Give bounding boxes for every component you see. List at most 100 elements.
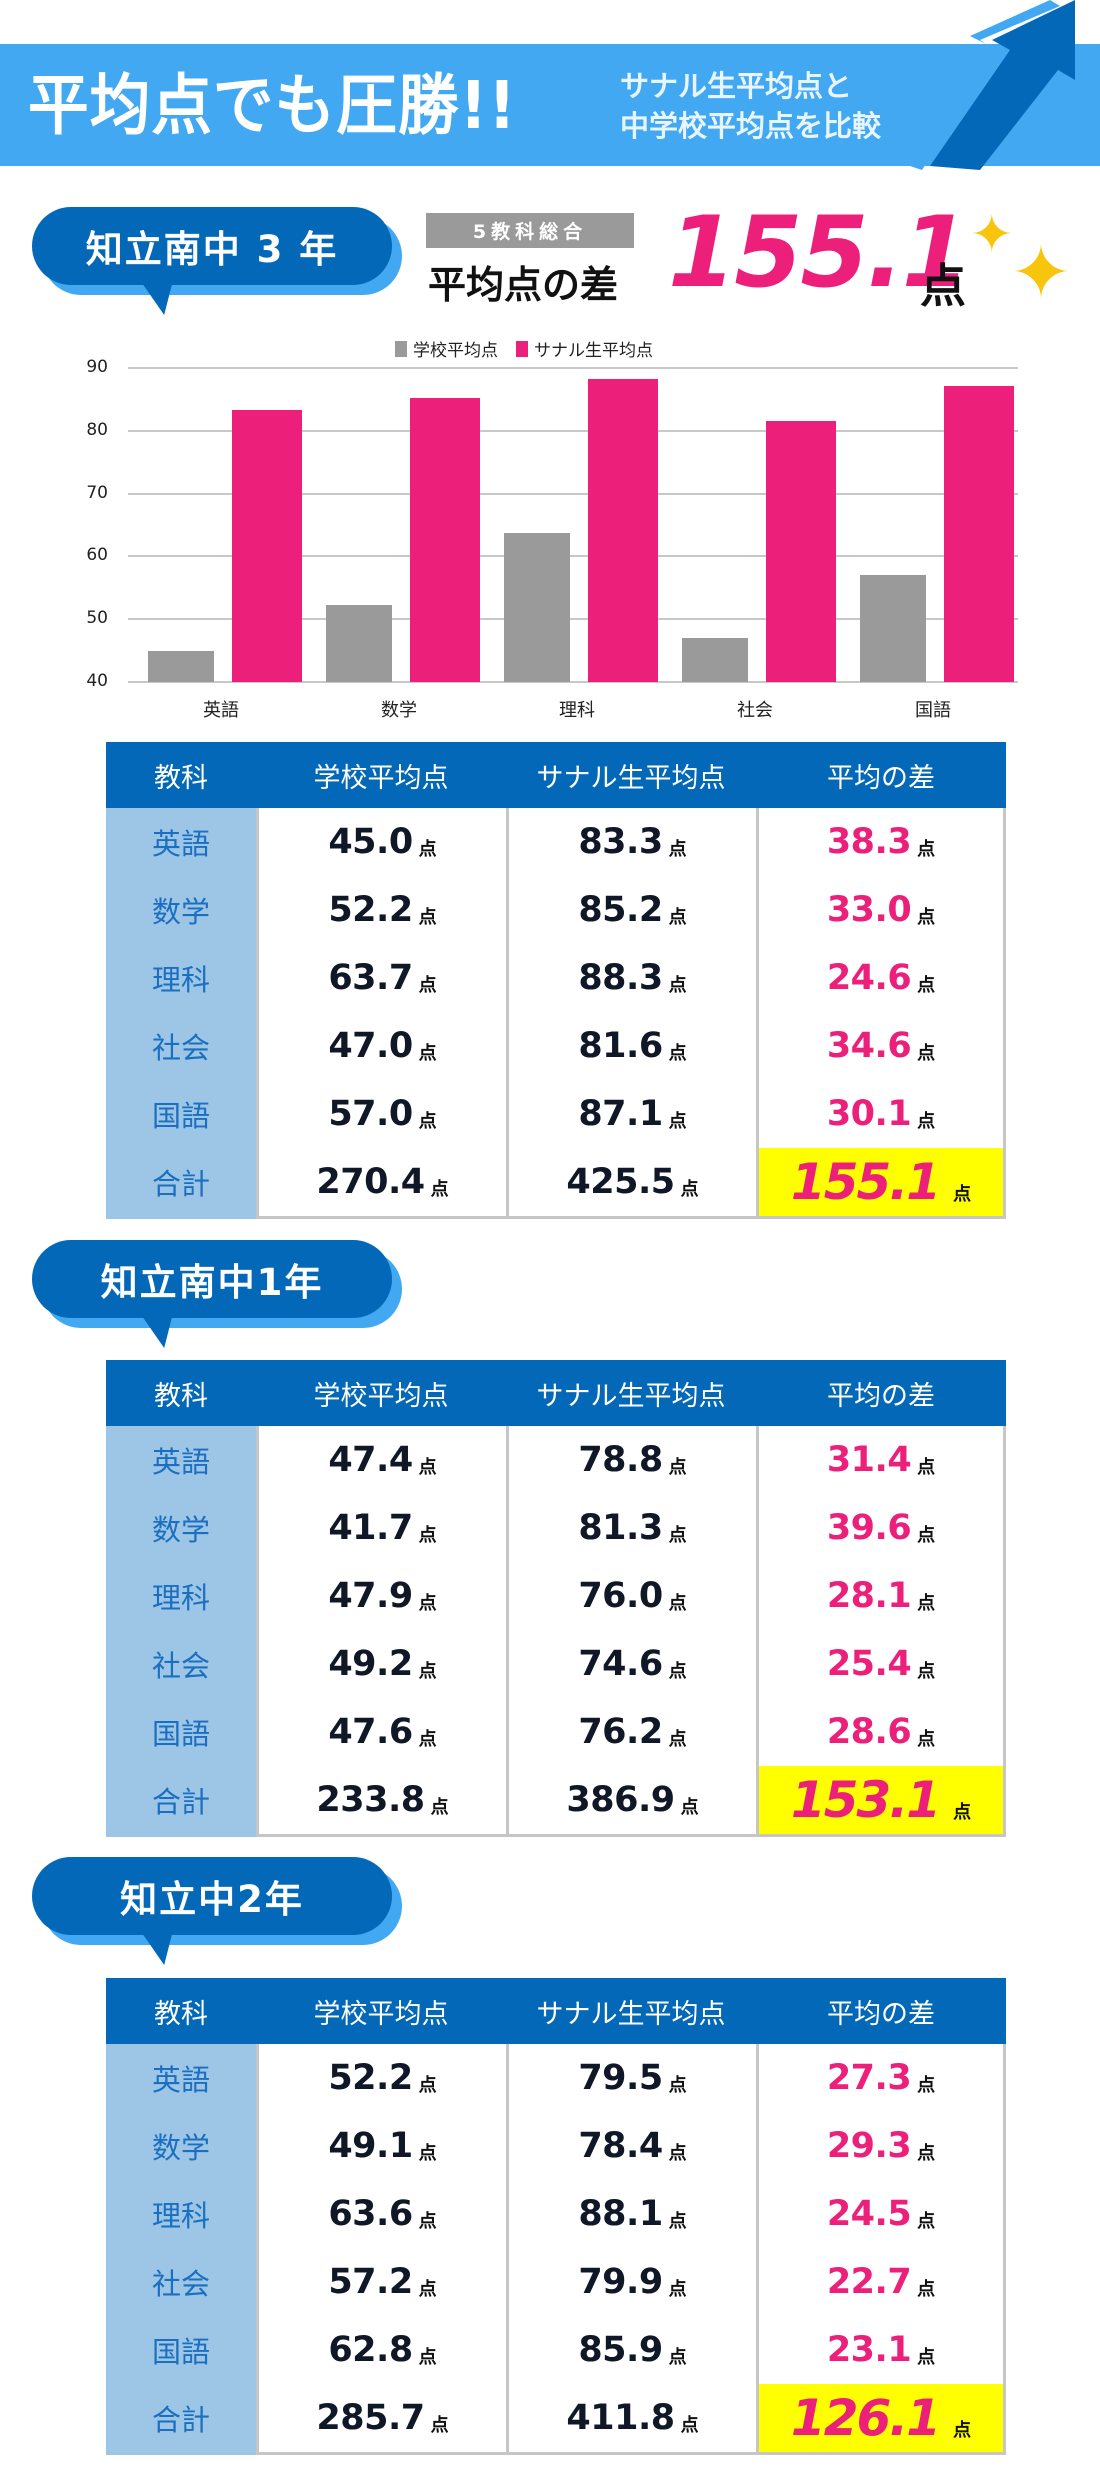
section-heading-bubble: 知立中2年 — [32, 1857, 412, 1967]
section-heading-bubble: 知立南中1年 — [32, 1240, 412, 1350]
summary-label: 平均点の差 — [428, 263, 619, 307]
score-value: 47.9 — [328, 1576, 413, 1616]
up-right-arrow-icon — [910, 0, 1075, 170]
unit-label: 点 — [418, 1043, 437, 1064]
x-tick-label: 理科 — [559, 700, 595, 721]
score-value: 49.2 — [328, 1644, 413, 1684]
score-value: 386.9 — [566, 1780, 675, 1820]
diff-cell: 24.6 点 — [759, 944, 1003, 1012]
sparkle-icon: ✦ — [1010, 230, 1073, 316]
score-value: 47.0 — [328, 1026, 413, 1066]
total-diff-cell: 155.1 点 — [759, 1148, 1003, 1216]
diff-cell: 23.1 点 — [759, 2316, 1003, 2384]
score-value: 24.5 — [826, 2194, 912, 2234]
unit-label: 点 — [680, 1179, 699, 1200]
unit-label: 点 — [917, 2279, 936, 2300]
unit-label: 点 — [668, 907, 687, 928]
score-value: 29.3 — [826, 2126, 912, 2166]
sanaru-cell: 411.8 点 — [509, 2384, 756, 2452]
school-cell: 47.6 点 — [259, 1698, 506, 1766]
section-heading-bubble: 知立南中 3 年 — [32, 207, 412, 317]
diff-cell: 33.0 点 — [759, 876, 1003, 944]
y-tick-label: 90 — [86, 357, 108, 377]
summary-badge: 5教科総合 — [426, 213, 634, 248]
score-value: 85.9 — [578, 2330, 663, 2370]
bar-school-average — [326, 605, 392, 682]
score-value: 34.6 — [826, 1026, 912, 1066]
diff-column: 38.3 点 33.0 点 24.6 点 34.6 点 30.1 点 155.1 点 — [756, 808, 1006, 1219]
bar-school-average — [148, 650, 214, 682]
y-tick-label: 80 — [86, 419, 108, 440]
school-cell: 57.2 点 — [259, 2248, 506, 2316]
subject-cell: 合計 — [151, 1785, 210, 1819]
bar-sanaru-average — [766, 420, 836, 682]
score-value: 30.1 — [826, 1094, 912, 1134]
sanaru-cell: 81.3 点 — [509, 1494, 756, 1562]
score-value: 81.6 — [578, 1026, 663, 1066]
unit-label: 点 — [418, 975, 437, 996]
table-header: 教科 学校平均点 サナル生平均点 平均の差 — [106, 1360, 1006, 1426]
unit-label: 点 — [953, 1184, 972, 1205]
column-header: 学校平均点 — [313, 1380, 449, 1412]
sanaru-cell: 83.3 点 — [509, 808, 756, 876]
unit-label: 点 — [917, 2211, 936, 2232]
unit-label: 点 — [668, 1525, 687, 1546]
subject-cell: 国語 — [151, 2335, 210, 2369]
table-body: 英語 数学 理科 社会 国語 合計 45.0 点 52.2 点 63.7 点 47.0 点 57.0 点 270… — [106, 808, 1006, 1219]
table-header: 教科 学校平均点 サナル生平均点 平均の差 — [106, 1978, 1006, 2044]
score-value: 76.2 — [578, 1712, 663, 1752]
total-diff-cell: 153.1 点 — [759, 1766, 1003, 1834]
diff-cell: 34.6 点 — [759, 1012, 1003, 1080]
bar-school-average — [504, 533, 570, 682]
school-cell: 285.7 点 — [259, 2384, 506, 2452]
sanaru-cell: 79.9 点 — [509, 2248, 756, 2316]
legend-swatch — [395, 340, 407, 357]
banner-subtitle-line1: サナル生平均点と — [620, 69, 853, 103]
unit-label: 点 — [917, 2143, 936, 2164]
subject-cell: 社会 — [151, 1649, 210, 1683]
sanaru-column: 79.5 点 78.4 点 88.1 点 79.9 点 85.9 点 411.8 点 — [506, 2044, 756, 2455]
section-heading: 知立南中1年 — [100, 1261, 324, 1304]
subject-column: 英語 数学 理科 社会 国語 合計 — [106, 808, 256, 1219]
score-value: 78.4 — [578, 2126, 663, 2166]
column-header: サナル生平均点 — [536, 1998, 726, 2030]
unit-label: 点 — [418, 1525, 437, 1546]
unit-label: 点 — [668, 2279, 687, 2300]
hero-banner — [0, 44, 1100, 166]
subject-cell: 数学 — [151, 895, 210, 929]
legend-item-school: 学校平均点 — [395, 336, 498, 361]
gridline — [128, 429, 1018, 432]
gridline — [128, 492, 1018, 495]
bar-sanaru-average — [944, 386, 1014, 682]
y-tick-label: 40 — [86, 671, 108, 691]
column-header: 学校平均点 — [313, 1998, 449, 2030]
sanaru-cell: 85.9 点 — [509, 2316, 756, 2384]
school-column: 52.2 点 49.1 点 63.6 点 57.2 点 62.8 点 285.7 点 — [256, 2044, 506, 2455]
x-tick-label: 数学 — [381, 700, 417, 721]
school-cell: 47.9 点 — [259, 1562, 506, 1630]
score-value: 52.2 — [328, 890, 413, 930]
subject-cell: 社会 — [151, 1031, 210, 1065]
unit-label: 点 — [418, 2279, 437, 2300]
sanaru-cell: 81.6 点 — [509, 1012, 756, 1080]
x-tick-label: 国語 — [915, 700, 951, 721]
score-value: 62.8 — [328, 2330, 413, 2370]
column-header: 平均の差 — [827, 762, 935, 794]
school-cell: 49.1 点 — [259, 2112, 506, 2180]
subject-cell: 理科 — [151, 1581, 210, 1615]
score-value: 47.4 — [328, 1440, 413, 1480]
unit-label: 点 — [418, 2211, 437, 2232]
column-header: 教科 — [154, 1380, 208, 1412]
sanaru-cell: 88.1 点 — [509, 2180, 756, 2248]
diff-column: 31.4 点 39.6 点 28.1 点 25.4 点 28.6 点 153.1 点 — [756, 1426, 1006, 1837]
score-value: 79.5 — [578, 2058, 663, 2098]
score-value: 28.1 — [826, 1576, 912, 1616]
unit-label: 点 — [917, 1043, 936, 1064]
subject-cell: 国語 — [151, 1099, 210, 1133]
unit-label: 点 — [668, 2211, 687, 2232]
bar-sanaru-average — [410, 398, 480, 682]
y-tick-label: 60 — [86, 545, 108, 566]
sanaru-cell: 386.9 点 — [509, 1766, 756, 1834]
sanaru-cell: 78.4 点 — [509, 2112, 756, 2180]
unit-label: 点 — [418, 1593, 437, 1614]
